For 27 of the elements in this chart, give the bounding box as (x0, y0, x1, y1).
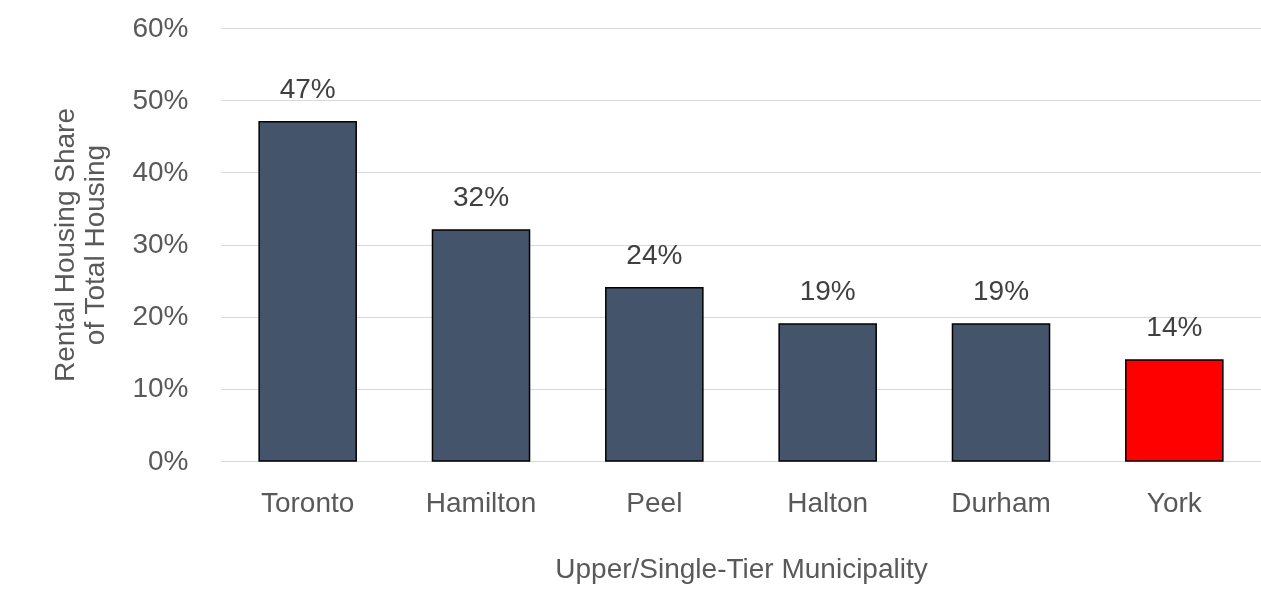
data-label: 24% (626, 238, 683, 270)
x-tick-label: Peel (626, 486, 683, 518)
bar (778, 323, 877, 462)
data-label: 32% (452, 181, 510, 213)
y-tick-label: 60% (132, 11, 189, 43)
y-tick-label: 40% (132, 155, 189, 187)
x-tick-label: Halton (787, 486, 869, 518)
x-tick-label: Hamilton (425, 486, 537, 518)
bar (1125, 359, 1224, 462)
bar (258, 121, 357, 462)
bar (605, 287, 704, 462)
data-label: 47% (279, 72, 336, 104)
y-tick-label: 0% (148, 444, 189, 476)
bar (951, 323, 1051, 462)
y-tick-label: 10% (132, 372, 189, 404)
bar (431, 229, 531, 462)
data-label: 14% (1146, 310, 1203, 342)
x-tick-label: Toronto (260, 486, 355, 518)
y-tick-label: 30% (132, 228, 189, 259)
x-axis-title: Upper/Single-Tier Municipality (555, 552, 928, 584)
y-axis-title: Rental Housing Share of Total Housing (49, 108, 111, 382)
y-tick-label: 50% (132, 83, 189, 115)
data-label: 19% (972, 274, 1030, 306)
y-tick-label: 20% (132, 300, 189, 332)
data-label: 19% (799, 274, 856, 306)
x-tick-label: Durham (951, 486, 1051, 518)
x-tick-label: York (1146, 486, 1203, 518)
